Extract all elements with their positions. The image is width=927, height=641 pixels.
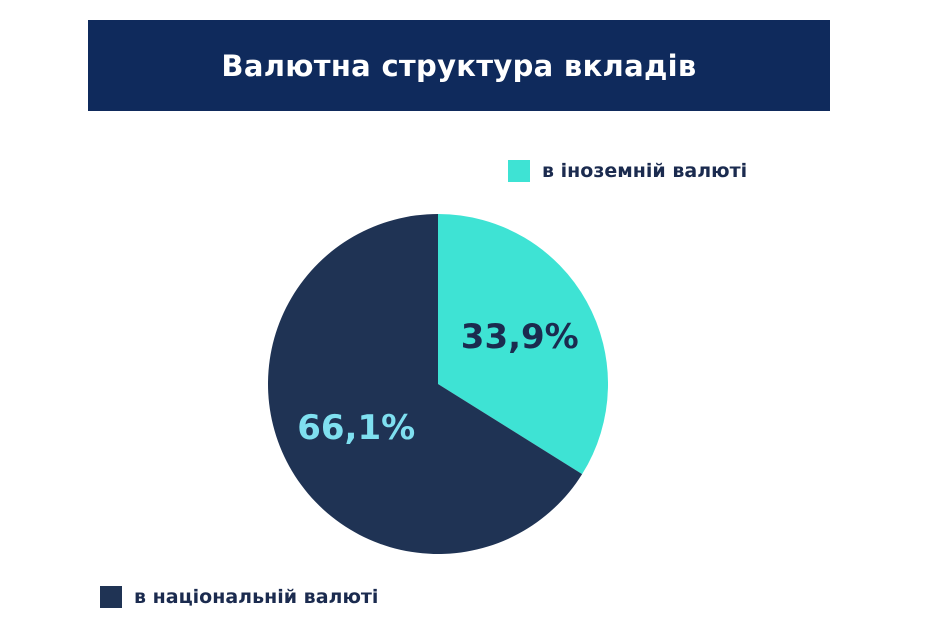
pie-slices (267, 214, 608, 554)
pie-slice-national (267, 214, 583, 554)
legend-label-foreign: в іноземній валюті (542, 160, 748, 182)
legend-swatch-national (100, 586, 122, 608)
pie-value-labels: 33,9% 66,1% (297, 317, 579, 448)
title-banner: Валютна структура вкладів (88, 20, 830, 111)
pie-value-label-foreign: 33,9% (461, 317, 579, 357)
legend-item-national: в національній валюті (100, 586, 378, 608)
pie-slice-foreign (438, 214, 608, 475)
pie-value-label-national: 66,1% (297, 408, 415, 448)
legend-item-foreign: в іноземній валюті (508, 160, 747, 182)
legend-label-national: в національній валюті (134, 586, 379, 608)
chart-title: Валютна структура вкладів (221, 48, 697, 83)
legend-swatch-foreign (508, 160, 530, 182)
